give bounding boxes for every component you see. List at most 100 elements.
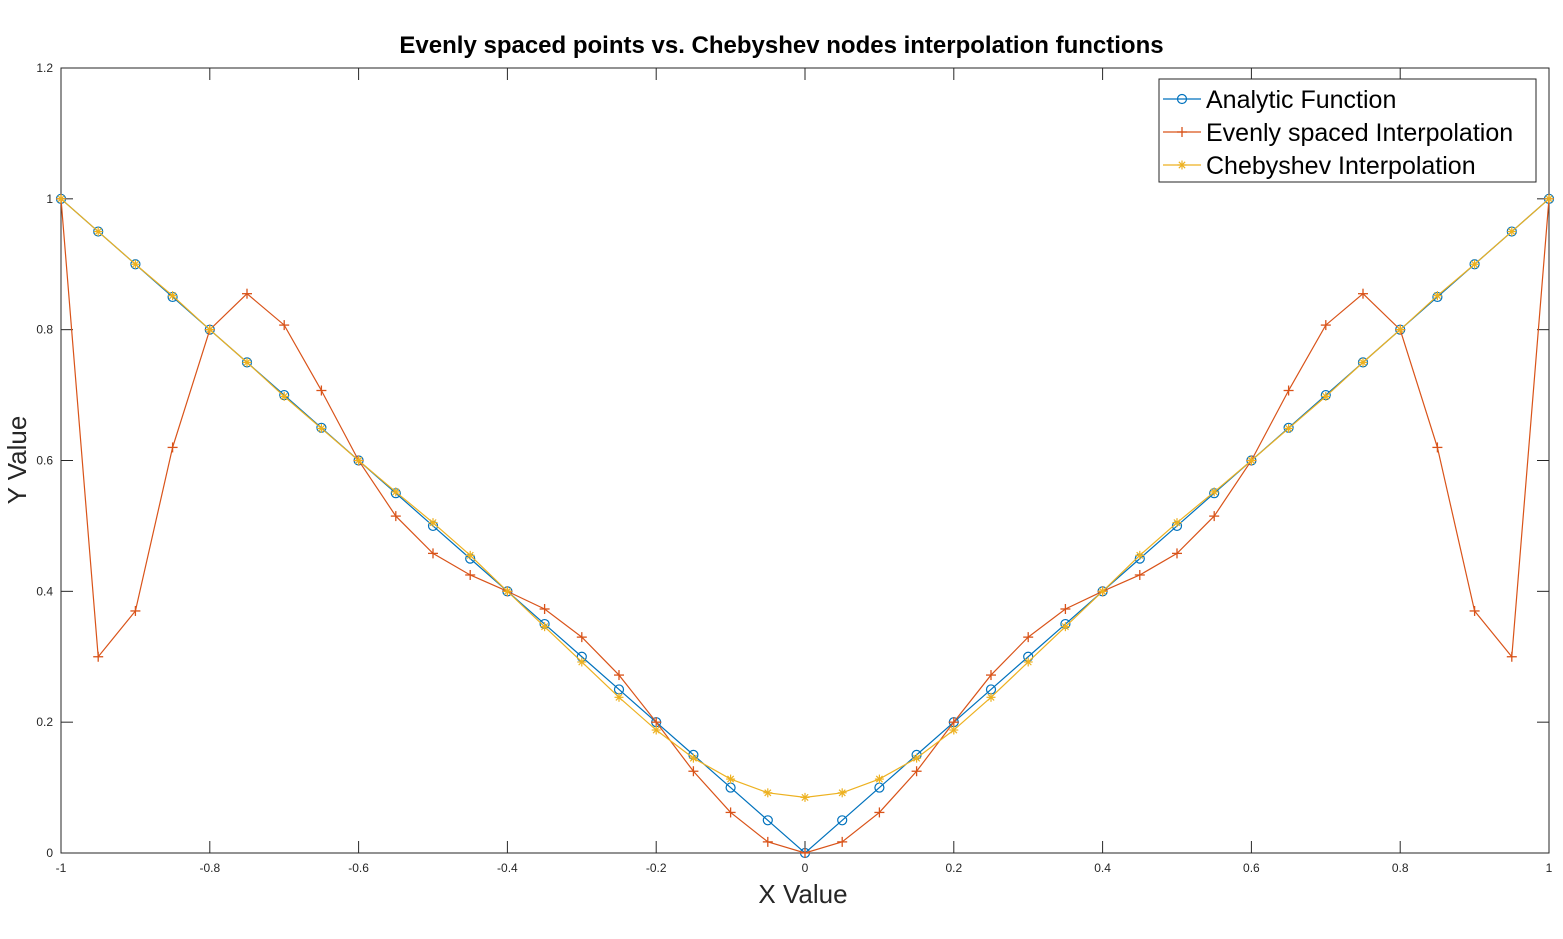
data-point: [130, 605, 141, 616]
data-point: [614, 670, 624, 681]
y-tick-label: 1.2: [36, 61, 53, 75]
data-point: [1432, 291, 1442, 301]
data-point-d2: [1210, 488, 1218, 496]
data-point-d2: [1285, 424, 1293, 433]
legend-marker-d2: [1178, 161, 1186, 169]
data-point: [1209, 511, 1220, 522]
data-point: [949, 725, 959, 735]
data-point-d2: [57, 195, 65, 203]
data-point-shape: [837, 815, 848, 826]
data-point-d2: [206, 326, 214, 334]
data-point-d2: [689, 754, 697, 762]
data-point-d2: [1396, 326, 1404, 334]
data-point: [316, 385, 327, 396]
legend-label: Evenly spaced Interpolation: [1206, 119, 1513, 147]
data-point: [93, 227, 103, 237]
data-point: [1469, 605, 1480, 616]
data-point-d2: [1433, 292, 1441, 300]
data-point-d2: [1024, 658, 1032, 666]
data-point: [1321, 391, 1331, 401]
data-point: [502, 586, 512, 596]
chart-title: Evenly spaced points vs. Chebyshev nodes…: [399, 32, 1164, 59]
data-point-d2: [987, 693, 995, 701]
data-point: [1358, 288, 1368, 299]
data-point: [1135, 550, 1145, 560]
data-point: [837, 815, 848, 826]
x-tick-label: 0.8: [1392, 861, 1409, 875]
data-point: [651, 725, 661, 735]
x-axis-label: X Value: [758, 879, 847, 909]
data-point: [1284, 423, 1294, 433]
data-point: [354, 456, 364, 465]
data-point-d2: [392, 488, 400, 496]
data-point: [1060, 603, 1071, 614]
data-point: [762, 815, 773, 826]
legend-box: [1158, 78, 1537, 183]
data-point: [316, 423, 326, 433]
data-point: [912, 753, 922, 763]
axes: -1 -0.8 -0.6 -0.4 -0.2 0 0.2 0.4 0.6 0.8 1 0 0.2 0.4 0…: [36, 61, 1552, 875]
data-point: [1507, 227, 1517, 237]
data-point: [93, 651, 104, 662]
data-point: [391, 487, 401, 497]
data-point: [1506, 651, 1517, 662]
data-point: [1172, 548, 1182, 559]
data-point: [465, 569, 476, 580]
series-layer: [55, 193, 1555, 859]
data-point: [837, 788, 847, 798]
legend-marker-shape: [1176, 93, 1188, 105]
x-tick-label: -0.8: [199, 861, 220, 875]
data-point: [800, 792, 810, 802]
data-point: [168, 291, 178, 301]
data-point: [1432, 442, 1443, 453]
legend-item: Analytic Function: [1163, 86, 1396, 114]
data-point-d2: [1247, 456, 1255, 465]
data-point: [986, 692, 996, 702]
data-point: [911, 766, 922, 777]
data-point: [279, 391, 289, 401]
data-point: [428, 518, 438, 528]
data-point: [763, 788, 773, 798]
data-point: [688, 753, 698, 763]
y-axis-label: Y Value: [2, 416, 32, 505]
data-point-shape: [762, 815, 773, 826]
data-point: [576, 632, 587, 643]
legend-item: Evenly spaced Interpolation: [1163, 119, 1513, 147]
legend-item: Chebyshev Interpolation: [1163, 152, 1476, 180]
x-tick-label: 0.2: [945, 861, 962, 875]
data-point: [428, 548, 438, 559]
data-point: [242, 288, 252, 299]
x-tick-label: 0.6: [1243, 861, 1260, 875]
data-point-d2: [355, 456, 363, 465]
data-point: [242, 357, 252, 367]
data-point: [1023, 632, 1034, 643]
data-point-d2: [578, 658, 586, 666]
data-point-d2: [727, 775, 735, 783]
data-point: [1320, 320, 1331, 331]
data-point-d2: [429, 519, 437, 527]
data-point: [651, 717, 662, 728]
data-point: [986, 670, 996, 681]
data-point: [167, 442, 178, 453]
data-point-d2: [94, 227, 102, 236]
y-tick-label: 1: [46, 192, 53, 206]
data-point: [577, 657, 587, 667]
x-tick-label: -0.2: [646, 861, 667, 875]
data-point-d2: [1099, 587, 1107, 595]
data-point-d2: [1471, 260, 1479, 268]
y-tick-label: 0.6: [36, 454, 53, 468]
data-point: [539, 603, 550, 614]
data-point: [1283, 385, 1294, 396]
plot-frame: [60, 67, 1550, 854]
data-point: [205, 325, 215, 335]
data-point-d2: [652, 726, 660, 734]
data-point-d2: [1136, 551, 1144, 559]
data-point: [837, 836, 848, 847]
y-tick-label: 0: [46, 846, 53, 860]
data-point-d2: [913, 754, 921, 762]
legend-marker: [1177, 160, 1187, 170]
data-point: [1246, 456, 1256, 465]
data-point-d2: [838, 789, 846, 797]
data-point-d2: [169, 292, 177, 300]
